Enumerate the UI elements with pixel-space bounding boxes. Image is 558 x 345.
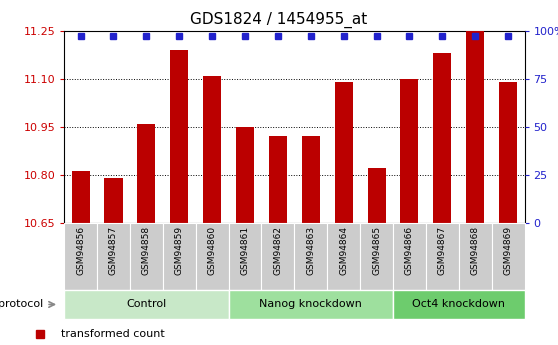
Text: GSM94869: GSM94869 <box>503 226 513 275</box>
Text: GSM94868: GSM94868 <box>471 226 480 275</box>
Bar <box>459 223 492 290</box>
Text: GDS1824 / 1454955_at: GDS1824 / 1454955_at <box>190 12 368 28</box>
Bar <box>229 290 393 319</box>
Bar <box>393 290 525 319</box>
Bar <box>302 136 320 223</box>
Text: transformed count: transformed count <box>61 329 164 339</box>
Bar <box>269 136 287 223</box>
Text: GSM94867: GSM94867 <box>438 226 447 275</box>
Bar <box>64 290 229 319</box>
Text: GSM94862: GSM94862 <box>273 226 282 275</box>
Bar <box>466 31 484 223</box>
Text: GSM94861: GSM94861 <box>240 226 249 275</box>
Bar <box>196 223 229 290</box>
Text: Control: Control <box>126 299 166 309</box>
Text: Oct4 knockdown: Oct4 knockdown <box>412 299 505 309</box>
Bar <box>130 223 163 290</box>
Bar <box>295 223 327 290</box>
Bar <box>170 50 188 223</box>
Text: protocol: protocol <box>0 299 44 309</box>
Text: GSM94864: GSM94864 <box>339 226 348 275</box>
Bar <box>426 223 459 290</box>
Bar <box>492 223 525 290</box>
Bar <box>433 53 451 223</box>
Text: GSM94859: GSM94859 <box>175 226 184 275</box>
Bar <box>64 223 97 290</box>
Text: GSM94866: GSM94866 <box>405 226 414 275</box>
Text: Nanog knockdown: Nanog knockdown <box>259 299 362 309</box>
Bar <box>401 79 418 223</box>
Bar <box>236 127 254 223</box>
Bar <box>137 124 156 223</box>
Bar <box>360 223 393 290</box>
Bar <box>327 223 360 290</box>
Bar <box>71 171 90 223</box>
Bar <box>262 223 295 290</box>
Bar <box>393 223 426 290</box>
Bar <box>97 223 130 290</box>
Bar <box>163 223 196 290</box>
Bar <box>335 82 353 223</box>
Text: GSM94863: GSM94863 <box>306 226 315 275</box>
Text: GSM94856: GSM94856 <box>76 226 85 275</box>
Bar <box>203 76 221 223</box>
Bar <box>368 168 386 223</box>
Bar <box>104 178 123 223</box>
Bar <box>229 223 262 290</box>
Text: GSM94865: GSM94865 <box>372 226 381 275</box>
Bar <box>499 82 517 223</box>
Text: GSM94857: GSM94857 <box>109 226 118 275</box>
Text: GSM94858: GSM94858 <box>142 226 151 275</box>
Text: GSM94860: GSM94860 <box>208 226 217 275</box>
